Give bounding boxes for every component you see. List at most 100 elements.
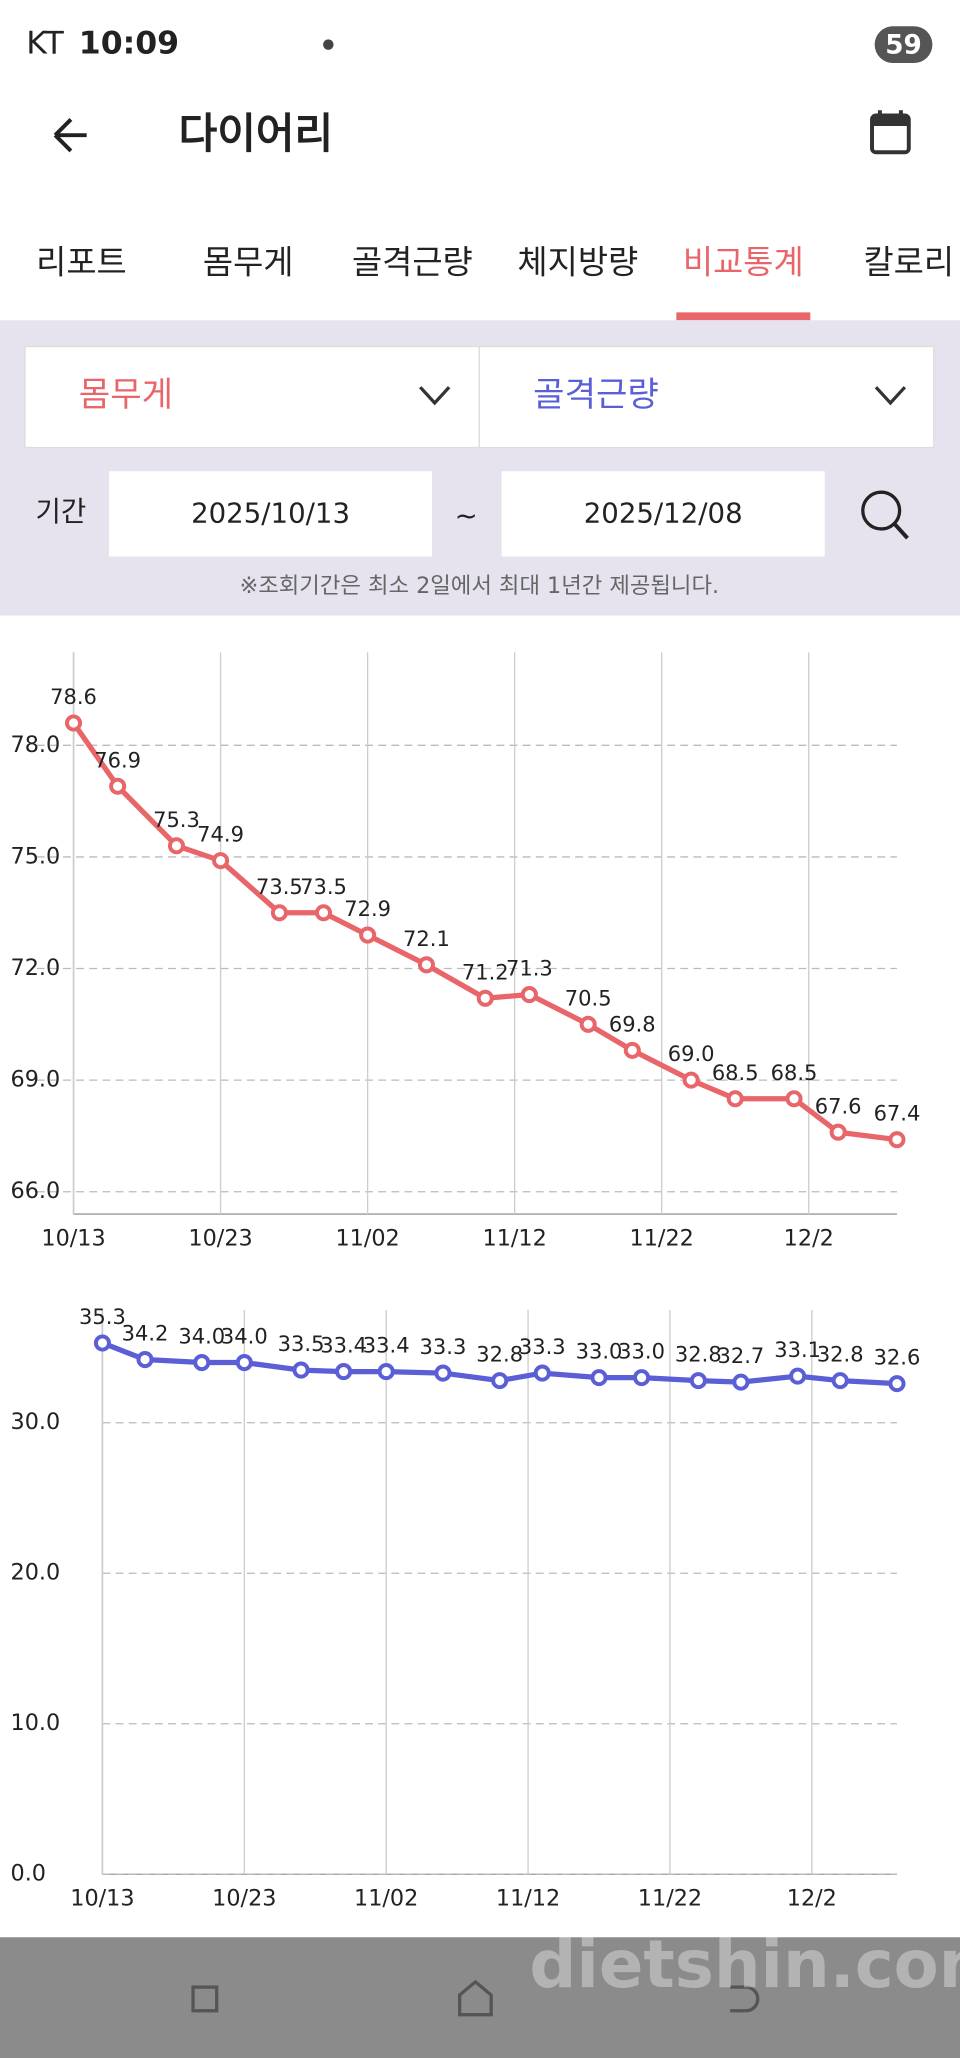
value-label: 70.5 — [565, 986, 612, 1010]
x-tick-label: 11/02 — [354, 1886, 418, 1912]
calendar-button[interactable] — [870, 110, 911, 155]
value-label: 67.4 — [874, 1102, 921, 1126]
value-label: 32.6 — [874, 1346, 921, 1370]
value-label: 33.1 — [774, 1338, 821, 1362]
charts: 66.0 69.0 72.0 75.0 78.0 10/13 10/23 11/02 11/12… — [11, 652, 921, 1912]
x-tick-label: 12/2 — [784, 1226, 834, 1252]
y-tick-label: 0.0 — [11, 1861, 46, 1887]
back-nav-button[interactable] — [730, 1985, 760, 2013]
point — [434, 1364, 452, 1382]
value-label: 32.8 — [817, 1343, 864, 1367]
value-label: 69.8 — [609, 1012, 656, 1036]
period-note: ※조회기간은 최소 2일에서 최대 1년간 제공됩니다. — [240, 573, 719, 599]
carrier: KT — [26, 26, 64, 62]
value-label: 72.1 — [403, 927, 450, 951]
value-label: 73.5 — [256, 875, 303, 899]
point — [633, 1369, 651, 1387]
x-tick-label: 11/02 — [335, 1226, 399, 1252]
point — [292, 1361, 310, 1379]
start-date: 2025/10/13 — [191, 497, 350, 530]
value-label: 33.4 — [363, 1334, 410, 1358]
point — [65, 714, 83, 732]
tab[interactable]: 리포트 — [36, 243, 127, 281]
period-separator: ~ — [455, 499, 478, 532]
tab[interactable]: 비교통계 — [683, 243, 804, 281]
point — [533, 1364, 551, 1382]
value-label: 32.7 — [718, 1344, 765, 1368]
home-button[interactable] — [458, 1979, 493, 2017]
point — [193, 1354, 211, 1372]
point — [314, 904, 333, 922]
x-tick-label: 10/13 — [41, 1226, 105, 1252]
period-label: 기간 — [35, 495, 86, 528]
start-date-input[interactable] — [109, 471, 433, 557]
point — [789, 1367, 807, 1385]
y-tick-label: 78.0 — [11, 732, 61, 758]
selector-label: 몸무게 — [79, 375, 173, 415]
point — [235, 1354, 253, 1372]
y-tick-label: 69.0 — [11, 1067, 61, 1093]
point — [888, 1375, 906, 1393]
value-label: 34.0 — [178, 1325, 225, 1349]
point — [417, 956, 435, 974]
x-tick-label: 10/23 — [212, 1886, 276, 1912]
tab[interactable]: 칼로리 — [863, 243, 954, 281]
point — [726, 1090, 744, 1108]
value-label: 33.0 — [576, 1340, 623, 1364]
recents-button[interactable] — [191, 1985, 219, 2013]
x-tick-label: 10/23 — [188, 1226, 252, 1252]
point — [93, 1334, 111, 1352]
battery — [874, 26, 933, 63]
y-tick-label: 30.0 — [11, 1409, 61, 1435]
dropdown-arrow — [874, 386, 907, 406]
value-label: 75.3 — [153, 808, 200, 832]
value-label: 35.3 — [79, 1305, 126, 1329]
tab[interactable]: 골격근량 — [352, 243, 473, 281]
point — [109, 777, 127, 795]
watermark: dietshin.com — [529, 1927, 960, 2003]
y-tick-label: 75.0 — [11, 843, 61, 869]
y-tick-label: 20.0 — [11, 1560, 61, 1586]
point — [270, 904, 288, 922]
point — [491, 1372, 509, 1390]
value-label: 71.2 — [462, 960, 509, 984]
value-label: 76.9 — [94, 748, 141, 772]
value-label: 71.3 — [506, 957, 553, 981]
point — [829, 1123, 847, 1141]
selector-label: 골격근량 — [533, 375, 659, 415]
x-tick-label: 11/12 — [483, 1226, 547, 1252]
back-button[interactable] — [53, 118, 87, 153]
header-title: 다이어리 — [179, 109, 334, 158]
selector-1[interactable] — [24, 345, 480, 449]
search-button[interactable] — [861, 490, 909, 540]
end-date-input[interactable] — [501, 471, 825, 557]
value-label: 33.4 — [320, 1334, 367, 1358]
point — [476, 989, 494, 1007]
point — [682, 1071, 700, 1089]
y-tick-label: 10.0 — [11, 1710, 61, 1736]
value-label: 68.5 — [712, 1061, 759, 1085]
selector-2[interactable] — [478, 345, 935, 449]
point — [377, 1363, 395, 1381]
tab[interactable]: 몸무게 — [203, 243, 294, 281]
point — [590, 1369, 608, 1387]
value-label: 33.0 — [618, 1340, 665, 1364]
y-tick-label: 72.0 — [11, 955, 61, 981]
tab-indicator — [676, 312, 811, 321]
clock: 10:09 — [79, 26, 179, 62]
point — [888, 1131, 906, 1149]
dropdown-arrow — [419, 386, 451, 406]
point — [579, 1015, 597, 1033]
value-label: 34.0 — [221, 1325, 268, 1349]
value-label: 32.8 — [476, 1343, 523, 1367]
point — [212, 852, 230, 870]
x-tick-label: 11/22 — [638, 1886, 702, 1912]
point — [167, 837, 186, 855]
tab[interactable]: 체지방량 — [517, 243, 638, 281]
value-label: 72.9 — [344, 897, 391, 921]
value-label: 73.5 — [300, 875, 347, 899]
point — [689, 1372, 707, 1390]
tab-bar: 리포트 몸무게 골격근량 체지방량 비교통계 칼로리 — [36, 243, 954, 321]
x-tick-label: 11/12 — [496, 1886, 560, 1912]
point — [136, 1351, 154, 1369]
